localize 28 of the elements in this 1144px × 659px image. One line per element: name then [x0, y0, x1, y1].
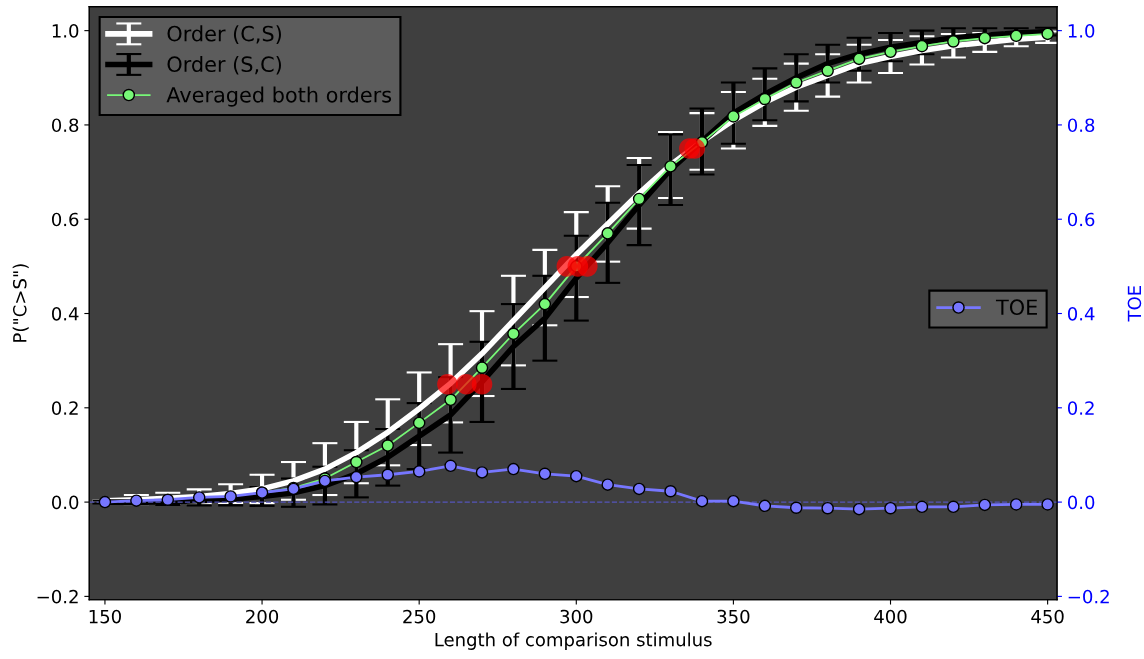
- y-axis-title: P("C>S"): [12, 264, 29, 342]
- y-tick-label: 0.6: [51, 212, 79, 227]
- x-tick-label: 400: [874, 609, 907, 624]
- y-tick-label: 0.2: [51, 401, 78, 415]
- x-tick-label: 300: [560, 609, 593, 624]
- legend-label: Order (C,S): [167, 25, 281, 44]
- x-axis-title: Length of comparison stimulus: [435, 632, 712, 650]
- legend-label: TOE: [995, 299, 1037, 316]
- y-tick-label: 1.0: [52, 24, 79, 38]
- y-tick-label: 0.8: [51, 118, 79, 133]
- x-tick-label: 350: [717, 609, 750, 624]
- y2-tick-label: 1.0: [1068, 24, 1095, 38]
- x-tick-label: 200: [246, 609, 279, 624]
- x-tick-label: 450: [1031, 609, 1064, 624]
- y2-tick-label: 0.4: [1067, 306, 1095, 321]
- legend-label: Order (S,C): [167, 55, 281, 75]
- x-tick-label: 250: [403, 609, 436, 624]
- legend-label: Averaged both orders: [166, 86, 392, 107]
- x-tick-label: 150: [89, 609, 121, 624]
- y2-tick-label: 0.6: [1067, 212, 1095, 227]
- y2-tick-label: 0.8: [1067, 118, 1095, 133]
- y-tick-label: 0.0: [51, 495, 79, 510]
- y2-axis-title: TOE: [1127, 285, 1142, 322]
- y2-tick-label: 0.0: [1067, 495, 1095, 510]
- y2-tick-label: −0.2: [1068, 589, 1109, 604]
- y2-tick-label: 0.2: [1067, 401, 1094, 415]
- y-tick-label: −0.2: [37, 589, 78, 604]
- y-tick-label: 0.4: [51, 306, 79, 321]
